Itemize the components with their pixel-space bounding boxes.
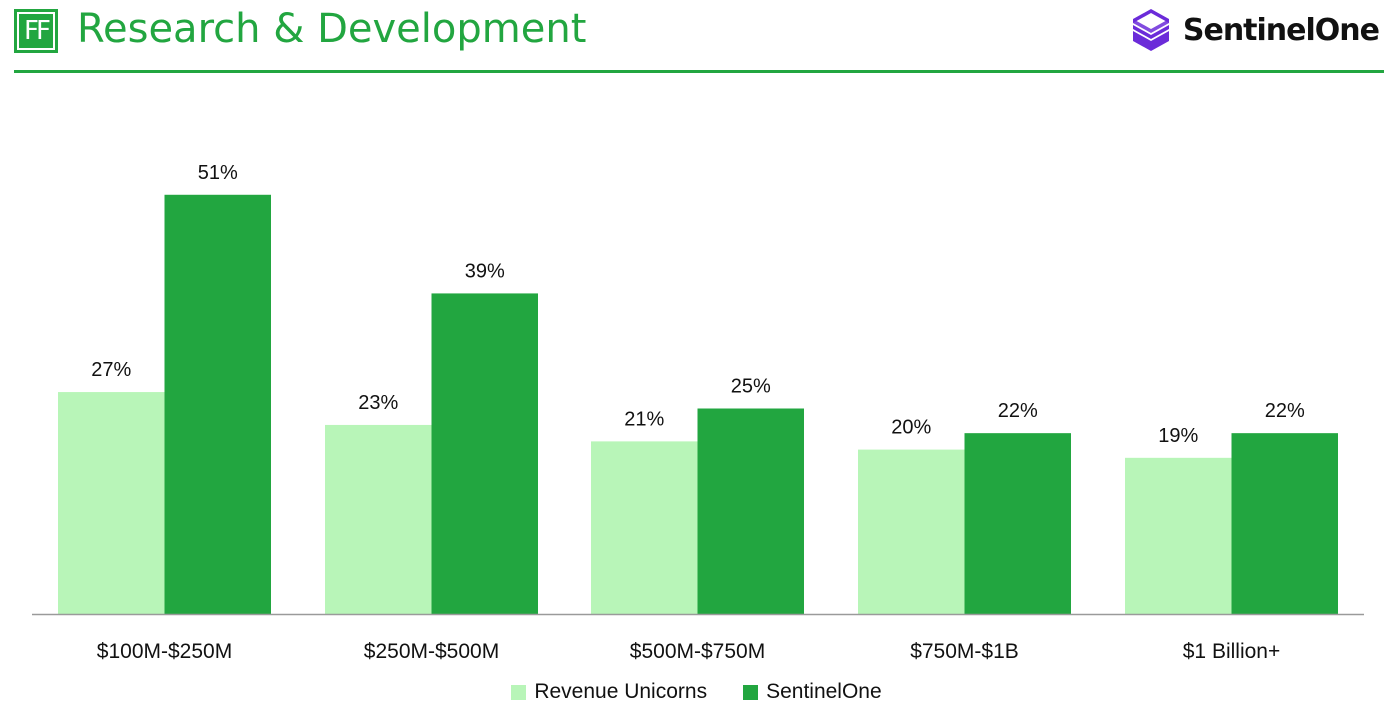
brand-logo: SentinelOne <box>1131 6 1380 54</box>
bar-revenue-unicorns <box>325 424 432 614</box>
x-tick-label: $100M-$250M <box>97 640 232 663</box>
data-label: 27% <box>91 359 131 381</box>
data-label: 25% <box>731 376 771 398</box>
bar-sentinelone <box>431 293 538 614</box>
data-label: 23% <box>358 392 398 414</box>
bar-sentinelone <box>164 194 271 614</box>
legend-item-revenue-unicorns: Revenue Unicorns <box>511 680 707 704</box>
x-tick-label: $500M-$750M <box>630 640 765 663</box>
data-label: 21% <box>624 408 664 430</box>
sentinelone-logo-icon <box>1132 9 1169 51</box>
legend-label-sentinelone: SentinelOne <box>766 680 882 703</box>
data-label: 51% <box>198 162 238 184</box>
legend-swatch-revenue-unicorns <box>511 684 527 700</box>
bar-sentinelone <box>697 408 804 614</box>
legend-label-revenue-unicorns: Revenue Unicorns <box>534 680 708 703</box>
ff-logo: FF <box>14 9 58 53</box>
data-label: 39% <box>465 260 505 282</box>
chart-legend: Revenue Unicorns SentinelOne <box>0 680 1393 704</box>
x-tick-label: $750M-$1B <box>910 640 1019 663</box>
legend-swatch-sentinelone <box>743 684 759 700</box>
header: FF Research & Development SentinelOne <box>0 0 1393 74</box>
bar-chart: 27% 51% $100M-$250M 23% 39% $250M-$500M 21% 25%… <box>32 162 1364 663</box>
brand-name: SentinelOne <box>1182 12 1380 48</box>
data-label: 19% <box>1158 425 1198 447</box>
data-label: 20% <box>891 417 931 439</box>
x-tick-label: $1 Billion+ <box>1183 640 1280 663</box>
x-tick-label: $250M-$500M <box>364 640 499 663</box>
bar-revenue-unicorns <box>58 392 165 614</box>
bar-sentinelone <box>964 433 1071 614</box>
page-title: Research & Development <box>77 6 587 52</box>
legend-item-sentinelone: SentinelOne <box>743 680 882 704</box>
bar-revenue-unicorns <box>858 449 965 614</box>
data-label: 22% <box>998 400 1038 422</box>
ff-logo-text: FF <box>19 14 53 48</box>
header-divider <box>14 70 1384 73</box>
bar-revenue-unicorns <box>591 441 698 614</box>
bar-revenue-unicorns <box>1125 457 1232 614</box>
bar-sentinelone <box>1231 433 1338 614</box>
data-label: 22% <box>1265 400 1305 422</box>
